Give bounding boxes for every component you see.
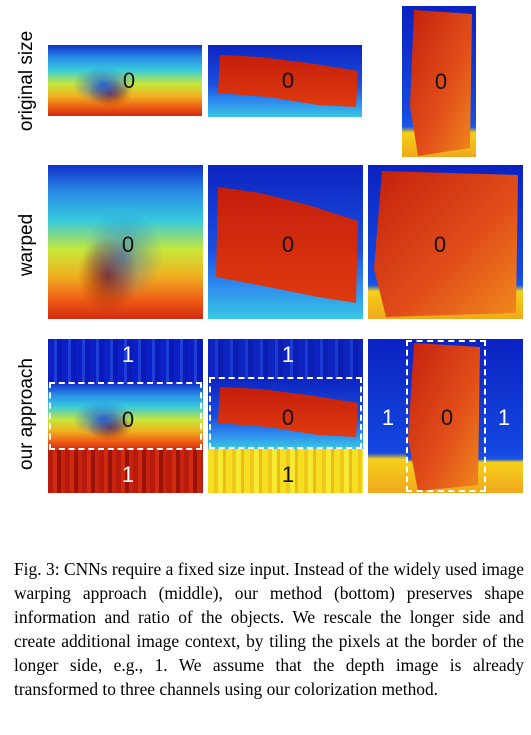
ours-panel-1: 1 0 1 <box>48 339 203 493</box>
ours-panel-1-mid-label: 0 <box>121 407 135 432</box>
ours-panel-1-top-label: 1 <box>121 342 135 367</box>
warped-panel-2-label: 0 <box>281 232 295 257</box>
original-panel-3-label: 0 <box>434 69 448 94</box>
original-panel-2: 0 <box>208 45 362 117</box>
ours-panel-3: 1 0 1 <box>368 339 523 493</box>
ours-panel-3-right-label: 1 <box>497 405 511 430</box>
warped-panel-1-label: 0 <box>121 232 135 257</box>
warped-panel-1: 0 <box>48 165 203 319</box>
ours-panel-2-bottom-label: 1 <box>281 462 295 487</box>
ours-panel-2-mid-label: 0 <box>281 405 295 430</box>
original-panel-3: 0 <box>402 6 476 157</box>
row-label-warped: warped <box>16 213 37 277</box>
ours-panel-2: 1 0 1 <box>208 339 363 493</box>
row-label-original-size: original size <box>16 30 37 132</box>
ours-panel-3-mid-label: 0 <box>440 405 454 430</box>
warped-panel-3-label: 0 <box>433 232 447 257</box>
ours-panel-2-top-label: 1 <box>281 342 295 367</box>
warped-panel-2: 0 <box>208 165 363 319</box>
ours-panel-3-left-label: 1 <box>381 405 395 430</box>
warped-panel-3: 0 <box>368 165 523 319</box>
ours-panel-2-box <box>209 377 362 449</box>
ours-panel-1-bottom-label: 1 <box>121 462 135 487</box>
original-panel-1: 0 <box>48 45 202 116</box>
row-label-our-approach: our approach <box>16 358 37 470</box>
original-panel-2-label: 0 <box>281 68 295 93</box>
figure-caption: Fig. 3: CNNs require a fixed size input.… <box>14 559 524 699</box>
ours-panel-1-box <box>49 382 202 450</box>
original-panel-1-label: 0 <box>122 68 136 93</box>
ours-panel-3-box <box>406 340 486 492</box>
